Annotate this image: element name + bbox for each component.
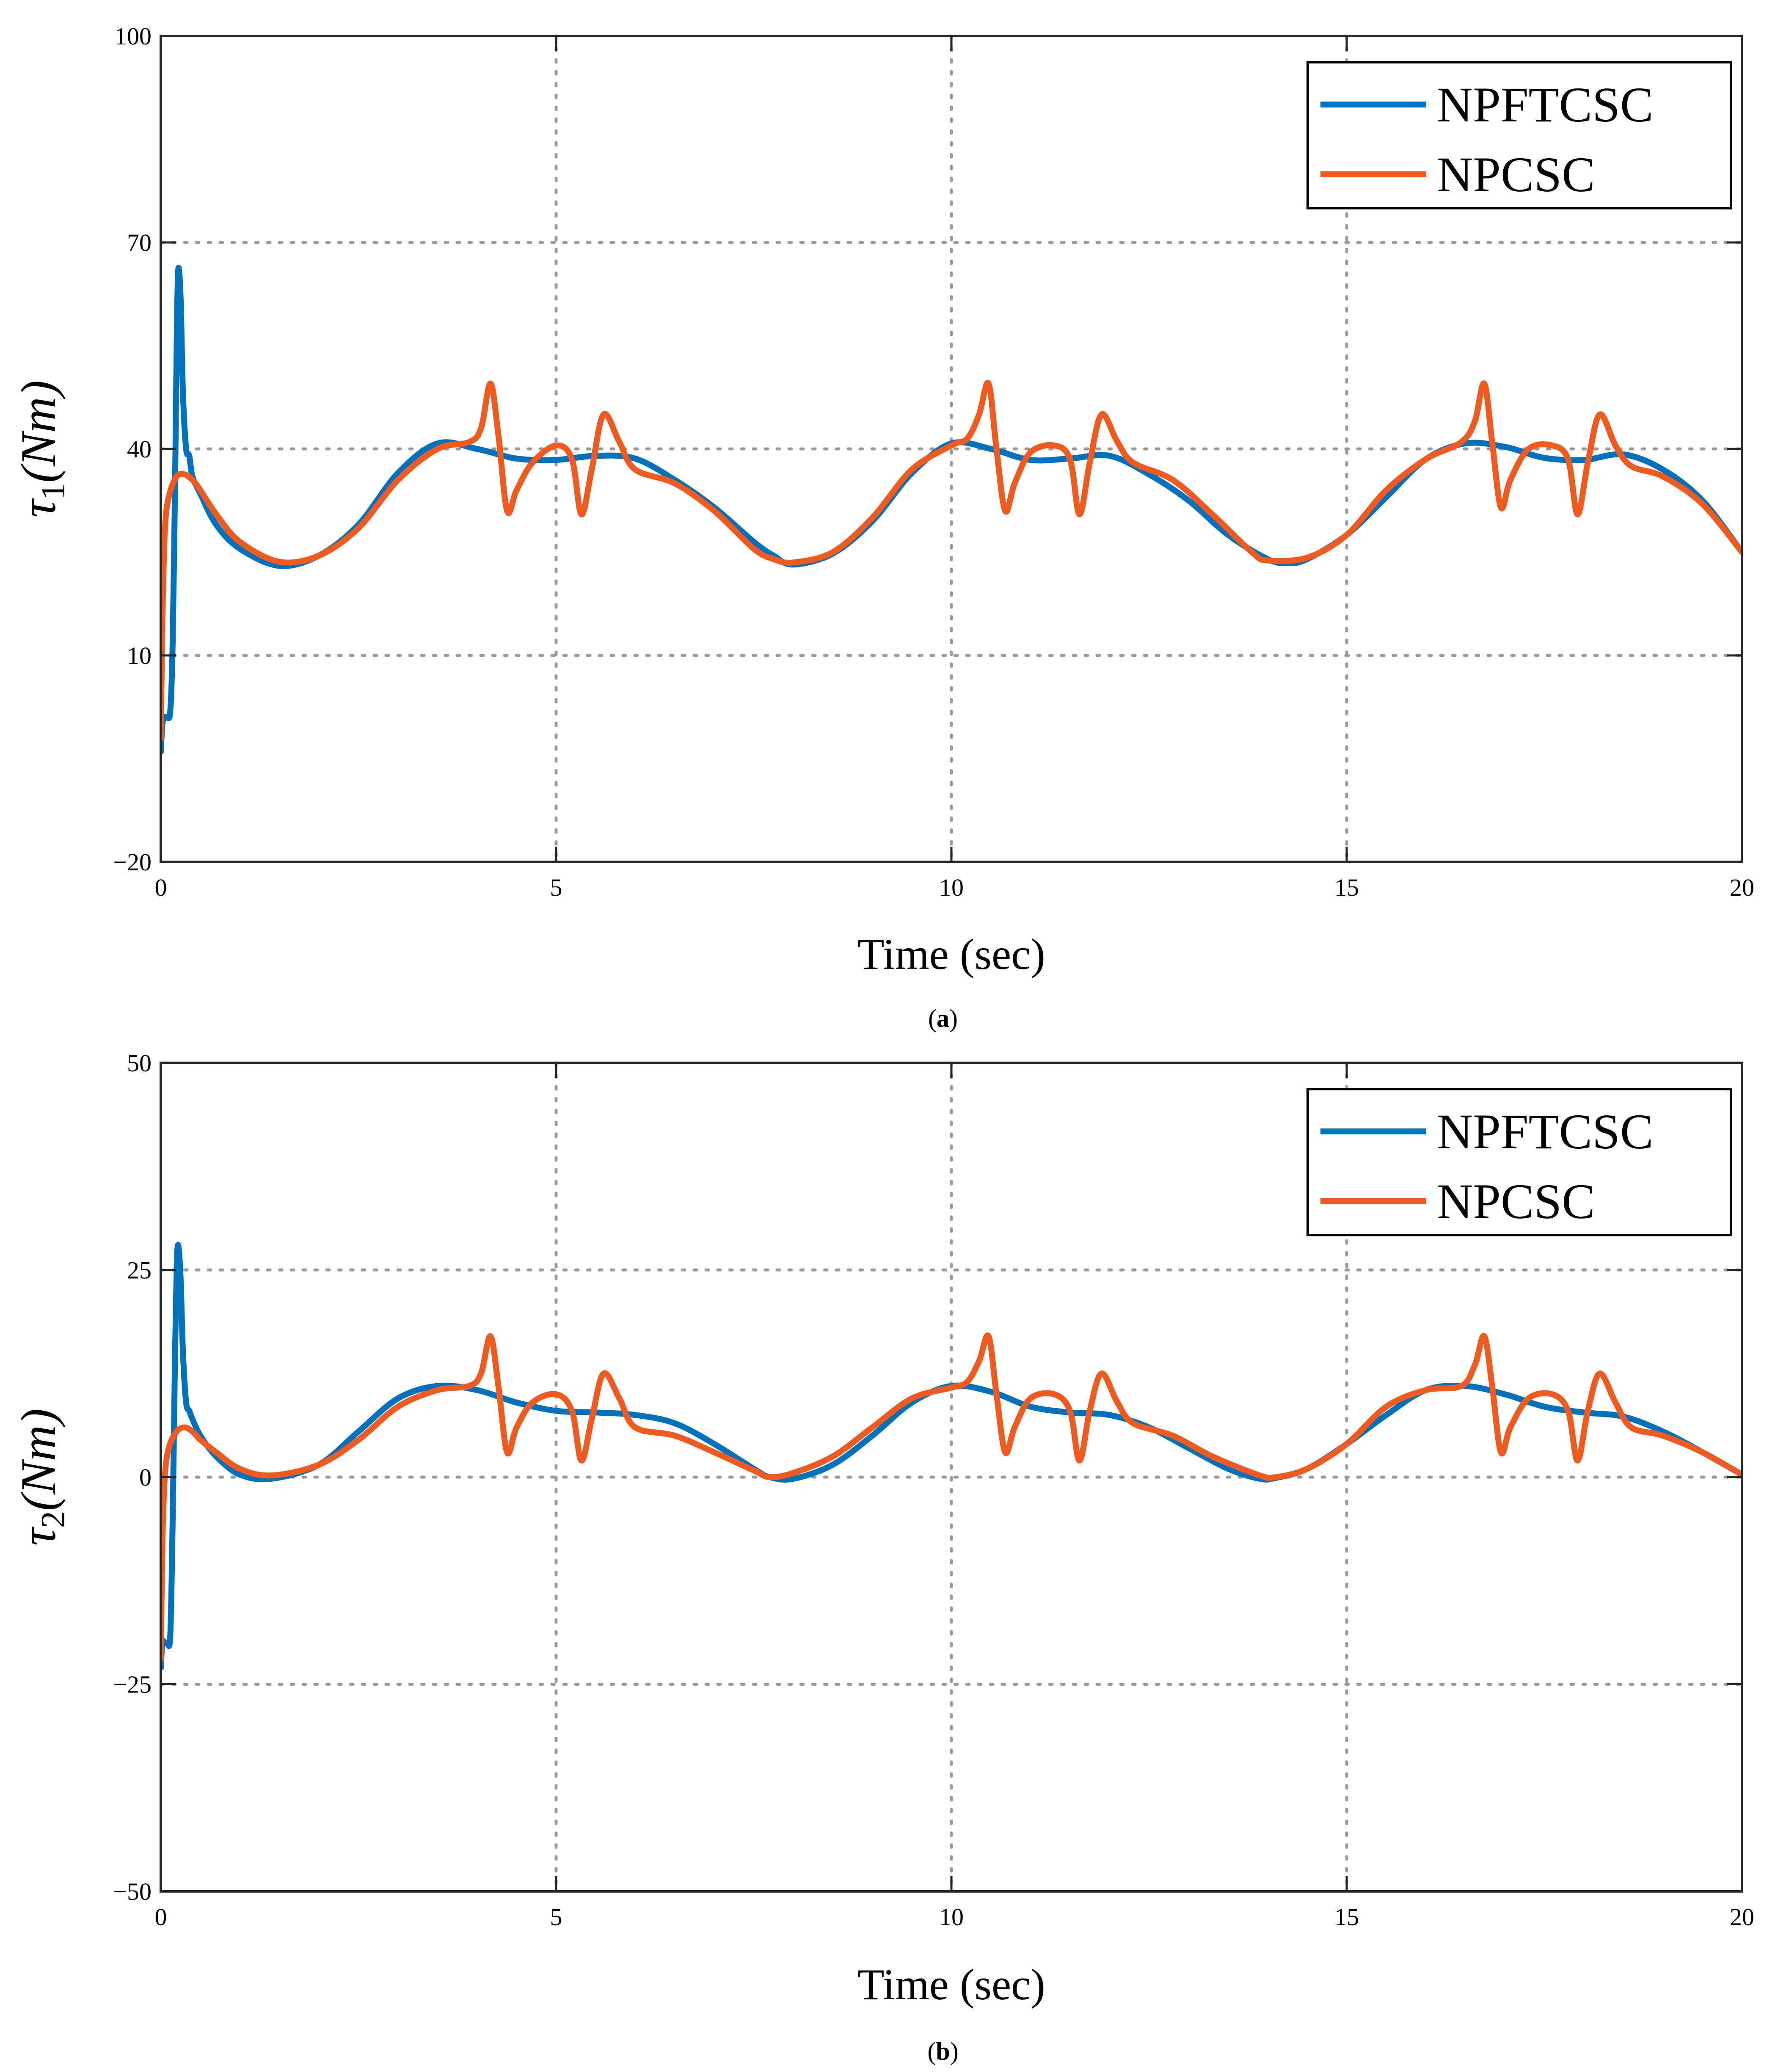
y-tick-label: 70 [127, 229, 152, 256]
y-axis-symbol: τ [11, 1526, 66, 1546]
y-tick-label: −20 [113, 848, 152, 876]
series-line-npcsc [161, 1332, 1742, 1662]
y-axis-label: τ1(Nm) [11, 380, 72, 518]
legend-label-npcsc: NPCSC [1437, 1174, 1595, 1229]
y-tick-label: 10 [127, 642, 152, 669]
panel-label: (a) [928, 1004, 958, 1032]
axis-ticks: 0 5 10 15 20 −50 −25 0 25 50 [113, 1049, 1754, 1931]
x-tick-label: 5 [550, 1903, 562, 1931]
y-tick-label: 100 [115, 22, 152, 50]
x-axis-label: Time (sec) [857, 1960, 1045, 2009]
panel-label-letter: b [936, 2037, 950, 2065]
legend-box [1306, 61, 1732, 209]
series-lines [161, 1242, 1742, 1671]
y-tick-label: 25 [127, 1257, 152, 1284]
y-axis-unit: (Nm) [11, 380, 66, 483]
x-tick-label: 10 [939, 1903, 964, 1931]
y-tick-label: −50 [113, 1878, 152, 1905]
chart-panel-a: 0 5 10 15 20 −20 10 40 70 100 Time (sec) τ1(Nm) N… [11, 22, 1754, 1032]
x-tick-label: 15 [1334, 874, 1359, 901]
x-axis-label: Time (sec) [857, 930, 1045, 979]
y-axis-symbol: τ [11, 498, 66, 517]
grid-lines [159, 1061, 1744, 1893]
legend-label-npcsc: NPCSC [1437, 147, 1595, 202]
legend-label-npftcsc: NPFTCSC [1437, 1104, 1654, 1159]
y-axis-subscript: 1 [35, 483, 72, 500]
x-tick-label: 15 [1334, 1903, 1359, 1931]
x-tick-label: 0 [155, 1903, 167, 1931]
legend-box [1306, 1088, 1732, 1236]
series-line-npftcsc [161, 1242, 1742, 1671]
y-tick-label: 50 [127, 1049, 152, 1077]
y-axis-subscript: 2 [35, 1511, 72, 1528]
y-tick-label: 0 [139, 1464, 152, 1491]
panel-label: (b) [927, 2037, 958, 2065]
series-line-npcsc [161, 380, 1742, 741]
y-tick-label: 40 [127, 435, 152, 463]
x-tick-label: 0 [155, 874, 167, 901]
legend-label-npftcsc: NPFTCSC [1437, 77, 1654, 132]
legend: NPFTCSC NPCSC [1306, 1088, 1732, 1236]
y-axis-unit: (Nm) [11, 1409, 66, 1511]
x-tick-label: 10 [939, 874, 964, 901]
chart-panel-b: 0 5 10 15 20 −50 −25 0 25 50 Time (sec) τ2(Nm) NP… [11, 1049, 1754, 2065]
legend: NPFTCSC NPCSC [1306, 61, 1732, 209]
panel-label-letter: a [937, 1004, 949, 1032]
x-tick-label: 20 [1730, 1903, 1754, 1931]
y-axis-label: τ2(Nm) [11, 1409, 72, 1546]
x-tick-label: 5 [550, 874, 562, 901]
series-lines [161, 264, 1742, 755]
axis-ticks: 0 5 10 15 20 −20 10 40 70 100 [113, 22, 1754, 901]
x-tick-label: 20 [1730, 874, 1754, 901]
y-tick-label: −25 [113, 1671, 152, 1698]
